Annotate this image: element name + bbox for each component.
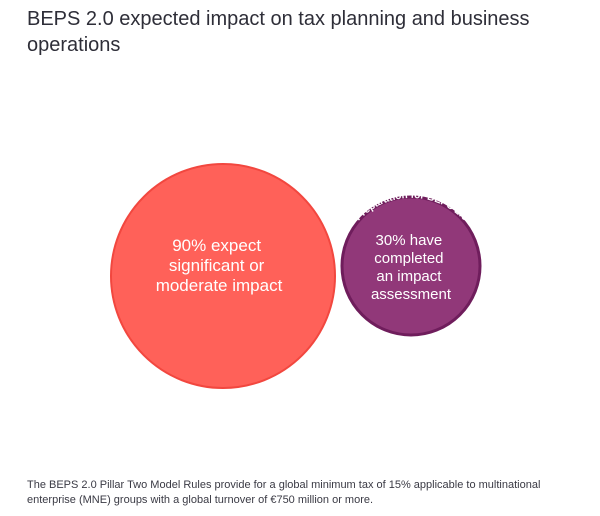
bubble-impact-label-line: moderate impact: [156, 276, 283, 295]
bubble-preparation-value-label: 30% have completed an impact assessment: [371, 232, 452, 303]
bubble-preparation-label-line: assessment: [371, 286, 452, 303]
footnote: The BEPS 2.0 Pillar Two Model Rules prov…: [27, 479, 541, 506]
bubble-preparation-label-line: 30% have: [376, 232, 443, 249]
bubble-impact-on-tax-planning: Impact on tax planning 90% expect signif…: [110, 144, 336, 389]
bubble-impact-value-label: 90% expect significant or moderate impac…: [156, 236, 283, 295]
bubble-preparation-circle: [340, 195, 482, 337]
bubble-impact-label-line: 90% expect: [172, 236, 261, 255]
bubble-impact-label-line: significant or: [169, 256, 265, 275]
bubble-preparation-label-line: completed: [374, 250, 443, 267]
bubble-preparation-for-beps: Preparation for BEPS 2.0 30% have comple…: [340, 190, 482, 337]
bubble-preparation-label-line: an impact: [376, 268, 442, 285]
bubble-impact-circle: [110, 163, 336, 389]
chart-title: BEPS 2.0 expected impact on tax planning…: [27, 8, 530, 56]
